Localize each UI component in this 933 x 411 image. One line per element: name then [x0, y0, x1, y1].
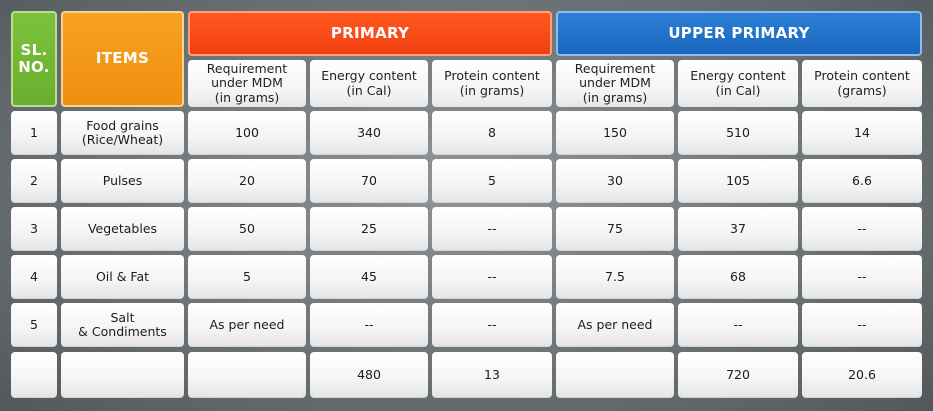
row-2-primary-energy: 70 — [310, 159, 428, 203]
row-3-sl: 3 — [11, 207, 57, 251]
row-5-item: Salt & Condiments — [61, 303, 184, 347]
primary-header: PRIMARY — [188, 11, 552, 56]
total-row-sl — [11, 352, 57, 398]
row-1-upper-requirement: 150 — [556, 111, 674, 155]
total-row-primary-requirement — [188, 352, 306, 398]
row-2-primary-protein: 5 — [432, 159, 552, 203]
row-1-upper-protein: 14 — [802, 111, 922, 155]
row-3-item: Vegetables — [61, 207, 184, 251]
items-header: ITEMS — [61, 11, 184, 107]
primary-energy-header: Energy content (in Cal) — [310, 60, 428, 107]
primary-requirement-header: Requirement under MDM (in grams) — [188, 60, 306, 107]
row-2-upper-energy: 105 — [678, 159, 798, 203]
row-1-sl: 1 — [11, 111, 57, 155]
row-1-upper-energy: 510 — [678, 111, 798, 155]
row-4-primary-requirement: 5 — [188, 255, 306, 299]
upper-requirement-header: Requirement under MDM (in grams) — [556, 60, 674, 107]
row-1-primary-requirement: 100 — [188, 111, 306, 155]
row-5-upper-protein: -- — [802, 303, 922, 347]
row-1-primary-protein: 8 — [432, 111, 552, 155]
upper-primary-header: UPPER PRIMARY — [556, 11, 922, 56]
row-2-upper-requirement: 30 — [556, 159, 674, 203]
row-2-sl: 2 — [11, 159, 57, 203]
primary-protein-header: Protein content (in grams) — [432, 60, 552, 107]
total-row-upper-requirement — [556, 352, 674, 398]
row-1-primary-energy: 340 — [310, 111, 428, 155]
total-row-upper-energy: 720 — [678, 352, 798, 398]
row-2-upper-protein: 6.6 — [802, 159, 922, 203]
row-5-primary-requirement: As per need — [188, 303, 306, 347]
row-5-primary-protein: -- — [432, 303, 552, 347]
row-4-upper-energy: 68 — [678, 255, 798, 299]
row-4-upper-protein: -- — [802, 255, 922, 299]
row-1-item: Food grains (Rice/Wheat) — [61, 111, 184, 155]
row-5-primary-energy: -- — [310, 303, 428, 347]
row-4-sl: 4 — [11, 255, 57, 299]
row-3-upper-energy: 37 — [678, 207, 798, 251]
sl-no-header: SL. NO. — [11, 11, 57, 107]
upper-protein-header: Protein content (grams) — [802, 60, 922, 107]
row-4-upper-requirement: 7.5 — [556, 255, 674, 299]
row-5-upper-energy: -- — [678, 303, 798, 347]
row-3-upper-requirement: 75 — [556, 207, 674, 251]
total-row-primary-energy: 480 — [310, 352, 428, 398]
upper-energy-header: Energy content (in Cal) — [678, 60, 798, 107]
row-2-item: Pulses — [61, 159, 184, 203]
total-row-primary-protein: 13 — [432, 352, 552, 398]
row-3-primary-requirement: 50 — [188, 207, 306, 251]
total-row-upper-protein: 20.6 — [802, 352, 922, 398]
row-4-primary-protein: -- — [432, 255, 552, 299]
row-3-upper-protein: -- — [802, 207, 922, 251]
row-4-primary-energy: 45 — [310, 255, 428, 299]
row-2-primary-requirement: 20 — [188, 159, 306, 203]
row-4-item: Oil & Fat — [61, 255, 184, 299]
row-3-primary-protein: -- — [432, 207, 552, 251]
total-row-item — [61, 352, 184, 398]
row-5-upper-requirement: As per need — [556, 303, 674, 347]
row-5-sl: 5 — [11, 303, 57, 347]
row-3-primary-energy: 25 — [310, 207, 428, 251]
